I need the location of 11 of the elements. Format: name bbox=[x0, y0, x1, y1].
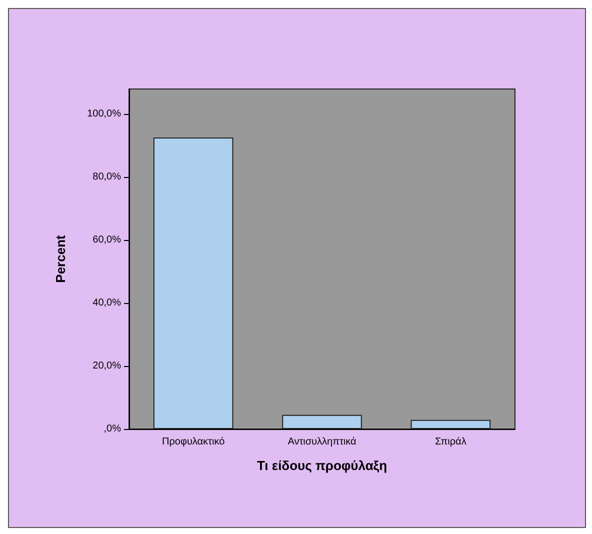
x-tick-label: Σπιράλ bbox=[435, 436, 466, 448]
y-tick-label: 60,0% bbox=[92, 234, 122, 246]
y-tick-label: 40,0% bbox=[92, 298, 122, 309]
y-axis-title: Percent bbox=[53, 234, 68, 283]
y-tick-label: 20,0% bbox=[92, 360, 122, 372]
y-tick-label: 80,0% bbox=[92, 172, 122, 183]
x-tick-label: Αντισυλληπτικά bbox=[288, 436, 357, 448]
x-axis-title: Τι είδους προφύλαξη bbox=[256, 458, 388, 473]
y-tick-label: ,0% bbox=[104, 424, 122, 434]
y-tick-label: 100,0% bbox=[87, 108, 122, 120]
x-tick-label: Προφυλακτικό bbox=[162, 436, 226, 448]
